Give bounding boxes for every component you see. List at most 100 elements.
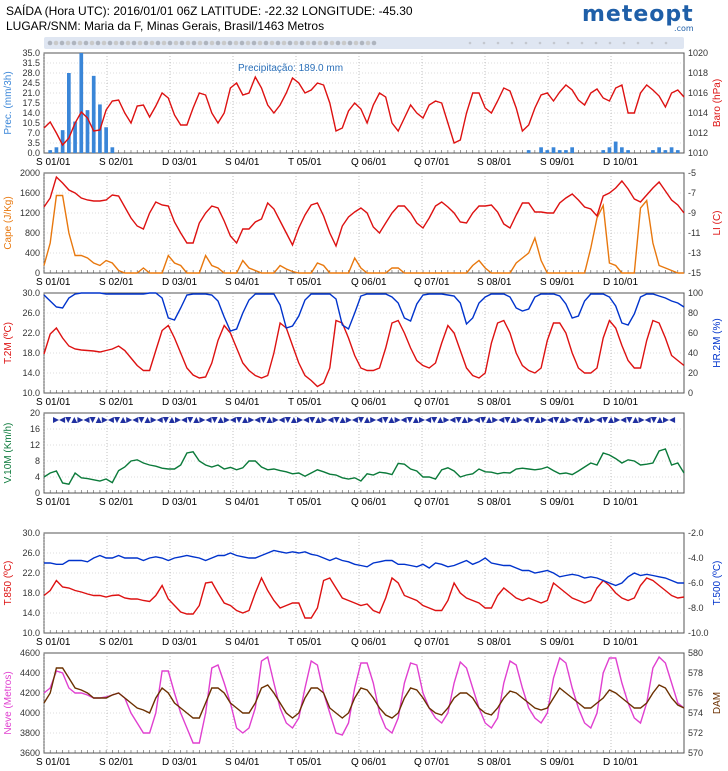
header-strip-dot (329, 40, 335, 46)
wind-direction-arrow (595, 417, 602, 423)
x-tick-label: Q 06/01 (351, 397, 387, 408)
x-tick-label: Q 07/01 (414, 157, 450, 168)
x-tick-label: S 04/01 (225, 397, 260, 408)
y2-tick-label: 1020 (688, 48, 708, 58)
wind-direction-arrow (297, 417, 303, 423)
panel-2: 10.0 14.0 18.0 22.0 26.0 30.0 0 20 40 60 80 100 S 01… (3, 288, 723, 408)
x-tick-label: D 03/01 (162, 397, 197, 408)
wind-direction-arrow (589, 417, 596, 423)
y-tick-label: 10.0 (22, 388, 40, 398)
header-strip-dot (524, 41, 528, 45)
x-tick-label: Q 06/01 (351, 277, 387, 288)
series-line-dam (43, 667, 685, 719)
y-tick-label: 18.0 (22, 588, 40, 598)
header-strip-dot (281, 40, 287, 46)
x-tick-label: S 02/01 (99, 637, 134, 648)
wind-direction-arrow (376, 417, 383, 423)
wind-direction-arrow (437, 417, 444, 423)
y2-axis-label: DAM (712, 692, 723, 714)
x-tick-label: S 02/01 (99, 757, 134, 768)
wind-direction-arrow (236, 417, 242, 423)
precip-bar (551, 147, 556, 153)
wind-direction-arrow (669, 417, 676, 423)
wind-direction-arrow (461, 417, 468, 423)
x-tick-label: T 05/01 (288, 157, 322, 168)
wind-direction-arrow (175, 417, 181, 423)
y-tick-label: 800 (25, 228, 40, 238)
wind-direction-arrow (181, 417, 188, 423)
header-strip-dot (636, 41, 640, 45)
header-strip-dot (245, 40, 251, 46)
x-tick-label: T 05/01 (288, 497, 322, 508)
wind-direction-arrow (187, 417, 194, 423)
wind-direction-arrow (77, 417, 84, 423)
wind-direction-arrow (565, 417, 572, 423)
header-strip-dot (59, 40, 65, 46)
y2-axis-label: Baro (hPa) (712, 79, 723, 127)
header-strip-dot (185, 40, 191, 46)
y-tick-label: 4200 (20, 688, 40, 698)
wind-direction-arrow (199, 417, 206, 423)
x-tick-label: S 02/01 (99, 277, 134, 288)
y-axis-label: Cape (J/Kg) (3, 196, 14, 249)
y2-tick-label: 572 (688, 728, 703, 738)
x-tick-label: T 05/01 (288, 397, 322, 408)
y-tick-label: 4600 (20, 648, 40, 658)
x-tick-label: S 02/01 (99, 497, 134, 508)
header-strip-dot (161, 40, 167, 46)
wind-direction-arrow (534, 417, 541, 423)
precip-bar (570, 147, 575, 153)
series-line-v-10m (43, 448, 685, 485)
wind-direction-arrow (126, 417, 133, 423)
y2-tick-label: 0 (688, 388, 693, 398)
x-tick-label: Q 07/01 (414, 637, 450, 648)
wind-direction-arrow (120, 417, 127, 423)
precip-bar (626, 150, 630, 153)
wind-direction-arrow (260, 417, 267, 423)
y-tick-label: 22.0 (22, 328, 40, 338)
wind-direction-arrow (132, 417, 139, 423)
y-tick-label: 3800 (20, 728, 40, 738)
x-tick-label: S 04/01 (225, 757, 260, 768)
header-strip-dot (239, 40, 245, 46)
y-tick-label: 31.5 (22, 58, 40, 68)
y-tick-label: 26.0 (22, 308, 40, 318)
header-strip-dot (47, 40, 53, 46)
y2-axis-label: T.500 (ºC) (712, 561, 723, 606)
precip-bar (54, 147, 59, 153)
x-tick-label: D 10/01 (603, 497, 638, 508)
x-tick-label: S 01/01 (36, 397, 71, 408)
wind-direction-arrow (431, 417, 438, 423)
x-tick-label: S 01/01 (36, 277, 71, 288)
header-strip-dot (209, 40, 215, 46)
y-tick-label: 12 (30, 440, 40, 450)
header-strip-dot (197, 40, 203, 46)
wind-direction-arrow (65, 417, 72, 423)
y-tick-label: 10.5 (22, 118, 40, 128)
wind-direction-arrow (248, 417, 255, 423)
y2-tick-label: 580 (688, 648, 703, 658)
y2-tick-label: 1012 (688, 128, 708, 138)
wind-direction-arrow (656, 417, 663, 423)
y-tick-label: 22.0 (22, 568, 40, 578)
logo-subtext: .com (674, 24, 694, 33)
precip-bar (613, 141, 618, 153)
precip-bar (557, 150, 562, 153)
wind-direction-arrow (388, 417, 395, 423)
wind-direction-arrow (242, 417, 249, 423)
header-strip-dot (287, 40, 293, 46)
header-strip-dot (107, 40, 113, 46)
y2-axis-label: HR.2M (%) (712, 318, 723, 367)
y-tick-label: 400 (25, 248, 40, 258)
y-tick-label: 8 (35, 456, 40, 466)
wind-direction-arrow (620, 417, 627, 423)
header-strip-dot (468, 41, 472, 45)
x-tick-label: S 01/01 (36, 637, 71, 648)
wind-direction-arrow (504, 417, 511, 423)
wind-direction-arrow (419, 417, 425, 423)
wind-direction-arrow (303, 417, 310, 423)
y-axis-label: Prec. (mm/3h) (3, 71, 14, 134)
x-tick-label: Q 07/01 (414, 397, 450, 408)
wind-direction-arrow (290, 417, 297, 423)
header-strip-dot (221, 40, 227, 46)
